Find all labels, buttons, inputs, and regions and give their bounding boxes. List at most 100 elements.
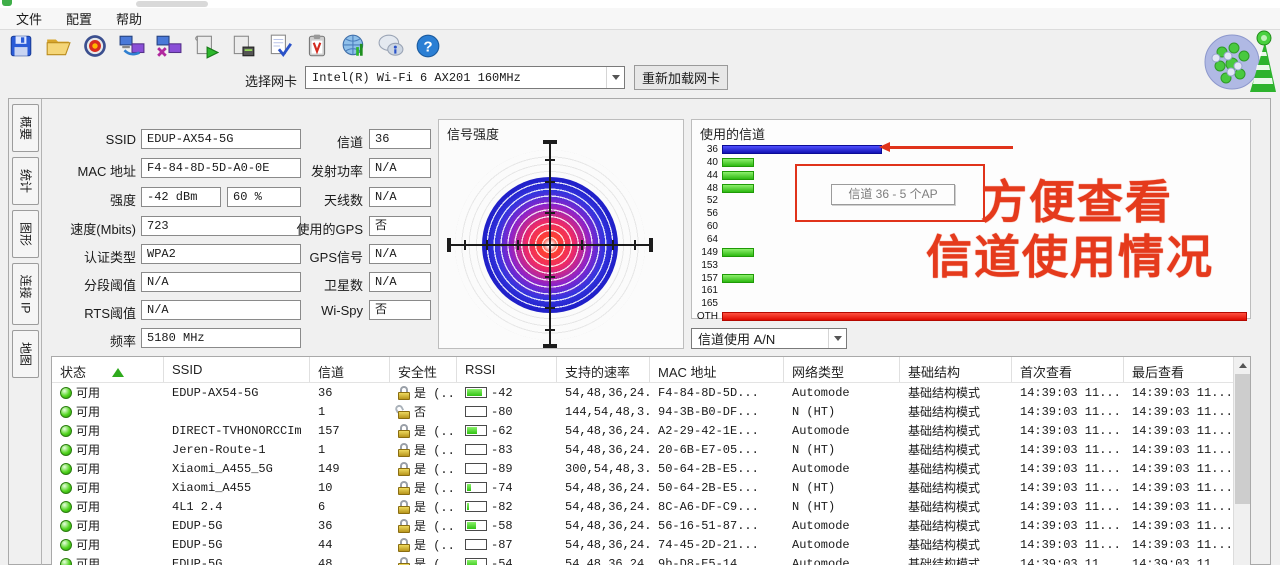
rates-cell: 54,48,36,24... <box>565 518 650 533</box>
col-header-3[interactable]: 安全性 <box>390 357 457 382</box>
report-button[interactable] <box>302 33 332 63</box>
feedback-button[interactable] <box>376 33 406 63</box>
menu-item-1[interactable]: 配置 <box>66 12 93 27</box>
radar-axis <box>486 240 488 250</box>
svg-text:?: ? <box>423 38 432 55</box>
field-input[interactable]: WPA2 <box>141 244 301 264</box>
scrollbar-thumb[interactable] <box>1235 374 1250 504</box>
tab-2[interactable]: 图形 <box>12 210 39 258</box>
reload-adapter-button[interactable]: 重新加载网卡 <box>634 65 728 90</box>
col-header-1[interactable]: SSID <box>164 357 310 382</box>
tab-3[interactable]: 连接 IP <box>12 263 39 325</box>
last-seen-cell: 14:39:03 11... <box>1132 442 1233 457</box>
field-input[interactable]: F4-84-8D-5D-A0-0E <box>141 158 301 178</box>
col-header-4[interactable]: RSSI <box>457 357 557 382</box>
sidebar-tabstrip: 概要统计图形连接 IP 地图 <box>9 99 42 565</box>
radar-axis <box>449 244 651 246</box>
col-header-label: RSSI <box>465 362 496 377</box>
col-header-7[interactable]: 网络类型 <box>784 357 900 382</box>
col-header-0[interactable]: 状态 <box>52 357 164 382</box>
field-input[interactable]: 5180 MHz <box>141 328 301 348</box>
record-button[interactable] <box>80 33 110 63</box>
field-input[interactable]: N/A <box>141 300 301 320</box>
channel-row-153: 153 <box>692 260 1248 271</box>
field-input[interactable]: N/A <box>369 272 431 292</box>
log-queue-button[interactable] <box>228 33 258 63</box>
field-input[interactable]: 60 % <box>227 187 301 207</box>
channel-usage-select[interactable]: 信道使用 A/N <box>691 328 847 349</box>
field-input[interactable]: 否 <box>369 300 431 320</box>
security-cell: 否 <box>390 403 457 420</box>
channel-bar-40 <box>722 157 754 167</box>
field-label: Wi-Spy <box>321 303 363 318</box>
channel-cell: 157 <box>318 423 340 438</box>
table-row[interactable]: 可用 EDUP-5G 48 是 (... -54 54,48,36,24... 9b-D8-… <box>52 554 1250 565</box>
table-row[interactable]: 可用 Jeren-Route-1 1 是 (... -83 54,48,36,24... 2… <box>52 440 1250 459</box>
chevron-down-icon[interactable] <box>606 67 624 88</box>
status-cell: 可用 <box>52 460 164 477</box>
table-row[interactable]: 可用 DIRECT-TVHONORCCIm 157 是 (... -62 54,48,36… <box>52 421 1250 440</box>
tab-1[interactable]: 统计 <box>12 157 39 205</box>
tab-0[interactable]: 概要 <box>12 104 39 152</box>
table-row[interactable]: 可用 4L1 2.4 6 是 (... -82 54,48,36,24... 8C-A6-D… <box>52 497 1250 516</box>
save-button[interactable] <box>6 33 36 63</box>
web-button[interactable] <box>339 33 369 63</box>
rates-cell: 54,48,36,24... <box>565 537 650 552</box>
col-header-2[interactable]: 信道 <box>310 357 390 382</box>
menu-bar: 文件 配置 帮助 <box>0 8 1280 30</box>
net-type-cell: N (HT) <box>792 442 836 457</box>
field-input[interactable]: 否 <box>369 216 431 236</box>
field-input[interactable]: 36 <box>369 129 431 149</box>
channel-bar-36 <box>722 145 882 154</box>
field-input[interactable]: -42 dBm <box>141 187 221 207</box>
status-text: 可用 <box>76 405 101 419</box>
mac-cell: 20-6B-E7-05... <box>658 442 759 457</box>
net-type-cell: Automode <box>792 537 850 552</box>
net-transfer-button[interactable] <box>117 33 147 63</box>
rates-cell: 54,48,36,24... <box>565 499 650 514</box>
table-row[interactable]: 可用 EDUP-5G 44 是 (... -87 54,48,36,24... 74-45-… <box>52 535 1250 554</box>
table-scrollbar[interactable] <box>1233 357 1250 565</box>
tab-4[interactable]: 地图 <box>12 330 39 378</box>
col-header-8[interactable]: 基础结构 <box>900 357 1012 382</box>
table-row[interactable]: 可用 Xiaomi_A455 10 是 (... -74 54,48,36,24... 50… <box>52 478 1250 497</box>
rssi-value: -54 <box>491 556 513 565</box>
mac-cell: F4-84-8D-5D... <box>658 385 759 400</box>
field-input[interactable]: N/A <box>369 244 431 264</box>
menu-item-2[interactable]: 帮助 <box>116 12 143 27</box>
channel-bar-48 <box>722 183 754 193</box>
col-header-label: 基础结构 <box>908 365 961 380</box>
field-label: 速度(Mbits) <box>70 222 136 237</box>
col-header-6[interactable]: MAC 地址 <box>650 357 784 382</box>
rssi-value: -42 <box>491 385 513 400</box>
table-row[interactable]: 可用 1 否 -80 144,54,48,3... 94-3B-B0-DF... N (HT… <box>52 402 1250 421</box>
page-check-button[interactable] <box>265 33 295 63</box>
table-row[interactable]: 可用 EDUP-5G 36 是 (... -58 54,48,36,24... 56-16-… <box>52 516 1250 535</box>
net-transfer-icon <box>119 33 145 62</box>
col-header-5[interactable]: 支持的速率 <box>557 357 650 382</box>
net-disconnect-button[interactable] <box>154 33 184 63</box>
scroll-up-icon[interactable] <box>1234 357 1250 373</box>
table-row[interactable]: 可用 EDUP-AX54-5G 36 是 (... -42 54,48,36,24... F… <box>52 383 1250 402</box>
col-header-10[interactable]: 最后查看 <box>1124 357 1235 382</box>
field-input[interactable]: N/A <box>369 187 431 207</box>
security-cell: 是 (... <box>390 536 457 553</box>
chevron-down-icon[interactable] <box>828 329 846 348</box>
lock-closed-icon <box>398 557 410 565</box>
field-input[interactable]: N/A <box>369 158 431 178</box>
rssi-bar-icon <box>465 539 487 550</box>
adapter-select[interactable]: Intel(R) Wi-Fi 6 AX201 160MHz <box>305 66 625 89</box>
col-header-9[interactable]: 首次查看 <box>1012 357 1124 382</box>
help-button[interactable]: ? <box>413 33 443 63</box>
table-row[interactable]: 可用 Xiaomi_A455_5G 149 是 (... -89 300,54,48,3.… <box>52 459 1250 478</box>
status-available-icon <box>60 424 72 437</box>
menu-item-0[interactable]: 文件 <box>16 12 43 27</box>
field-input[interactable]: 723 <box>141 216 301 236</box>
status-cell: 可用 <box>52 441 164 458</box>
ssid-cell: 4L1 2.4 <box>172 499 223 514</box>
first-seen-cell: 14:39:03 11... <box>1020 499 1121 514</box>
field-input[interactable]: EDUP-AX54-5G <box>141 129 301 149</box>
open-button[interactable] <box>43 33 73 63</box>
field-input[interactable]: N/A <box>141 272 301 292</box>
log-run-button[interactable] <box>191 33 221 63</box>
